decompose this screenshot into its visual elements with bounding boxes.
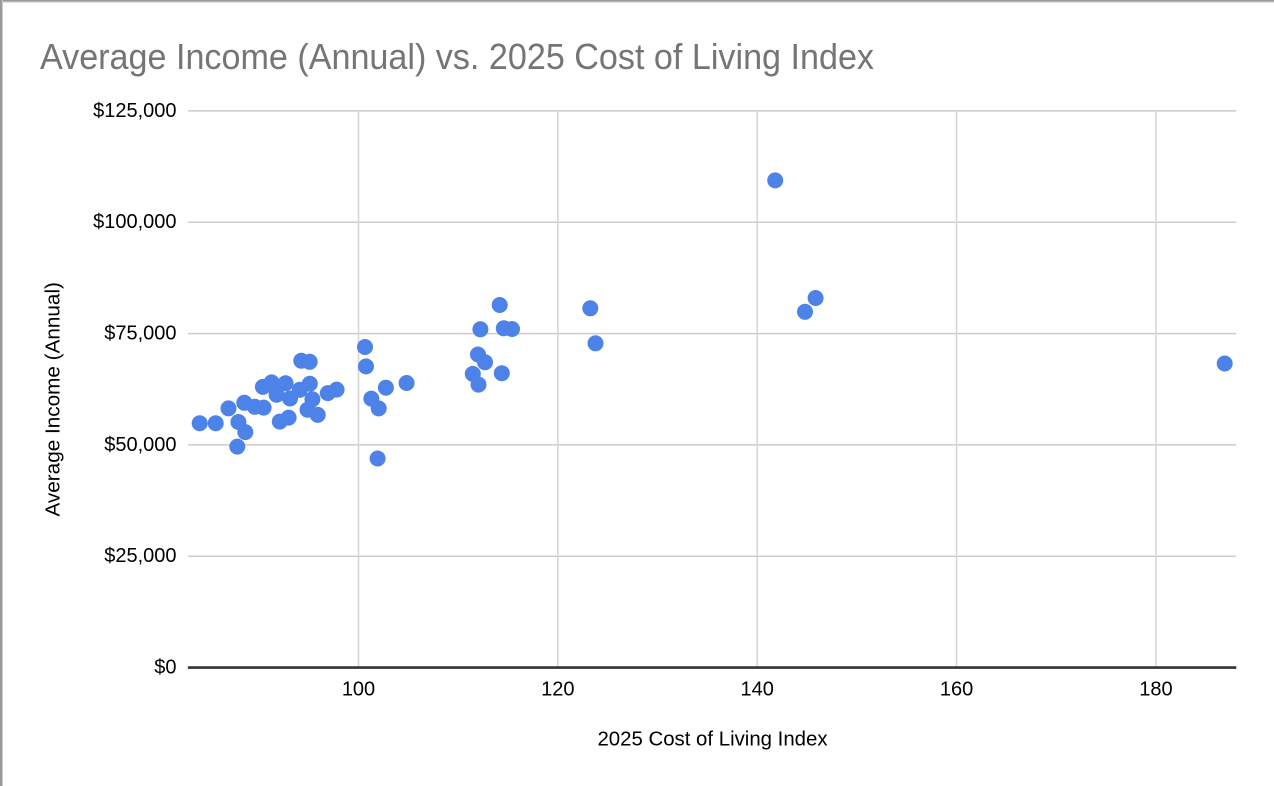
svg-text:160: 160: [940, 679, 973, 701]
svg-text:$0: $0: [154, 657, 176, 679]
svg-text:140: 140: [741, 679, 774, 701]
svg-text:$50,000: $50,000: [104, 434, 176, 456]
svg-text:2025 Cost of Living Index: 2025 Cost of Living Index: [597, 729, 827, 751]
svg-text:Average Income (Annual): Average Income (Annual): [43, 282, 65, 517]
svg-text:120: 120: [541, 679, 574, 701]
svg-text:$100,000: $100,000: [93, 211, 176, 233]
svg-text:$125,000: $125,000: [93, 100, 176, 122]
svg-text:Average Income (Annual) vs. 20: Average Income (Annual) vs. 2025 Cost of…: [40, 36, 874, 77]
svg-text:100: 100: [342, 679, 375, 701]
svg-text:180: 180: [1139, 679, 1172, 701]
svg-text:$25,000: $25,000: [104, 545, 176, 567]
svg-text:$75,000: $75,000: [104, 322, 176, 344]
